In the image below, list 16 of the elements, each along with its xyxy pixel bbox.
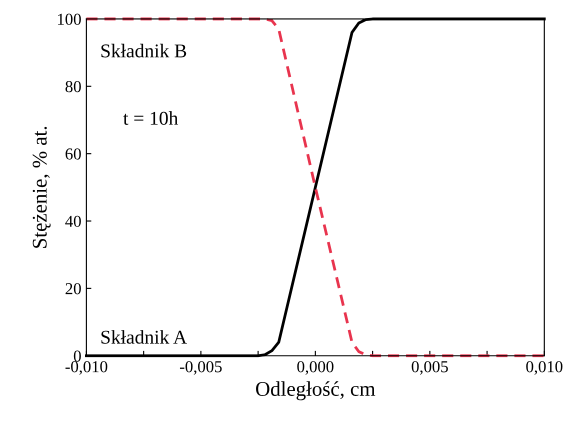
x-tick-label: -0,010 [65, 361, 108, 375]
series-label: Składnik A [101, 330, 187, 344]
annotation: t = 10h [123, 111, 178, 125]
y-tick-label: 60 [66, 148, 81, 160]
x-tick-label: -0,005 [180, 361, 222, 375]
y-tick-label: 40 [65, 216, 81, 227]
x-axis-title: Odległość, cm [256, 381, 376, 400]
series-label: Składnik B [101, 44, 186, 58]
y-tick-label: 20 [66, 283, 81, 294]
x-tick-label: 0,010 [526, 361, 562, 375]
y-tick-label: 100 [58, 14, 81, 25]
x-tick-label: 0,005 [412, 361, 448, 375]
y-axis-title: Stężenie, % at. [32, 126, 51, 248]
y-tick-label: 0 [74, 350, 81, 362]
x-tick-label: 0,000 [297, 361, 334, 375]
y-tick-label: 80 [66, 81, 81, 92]
